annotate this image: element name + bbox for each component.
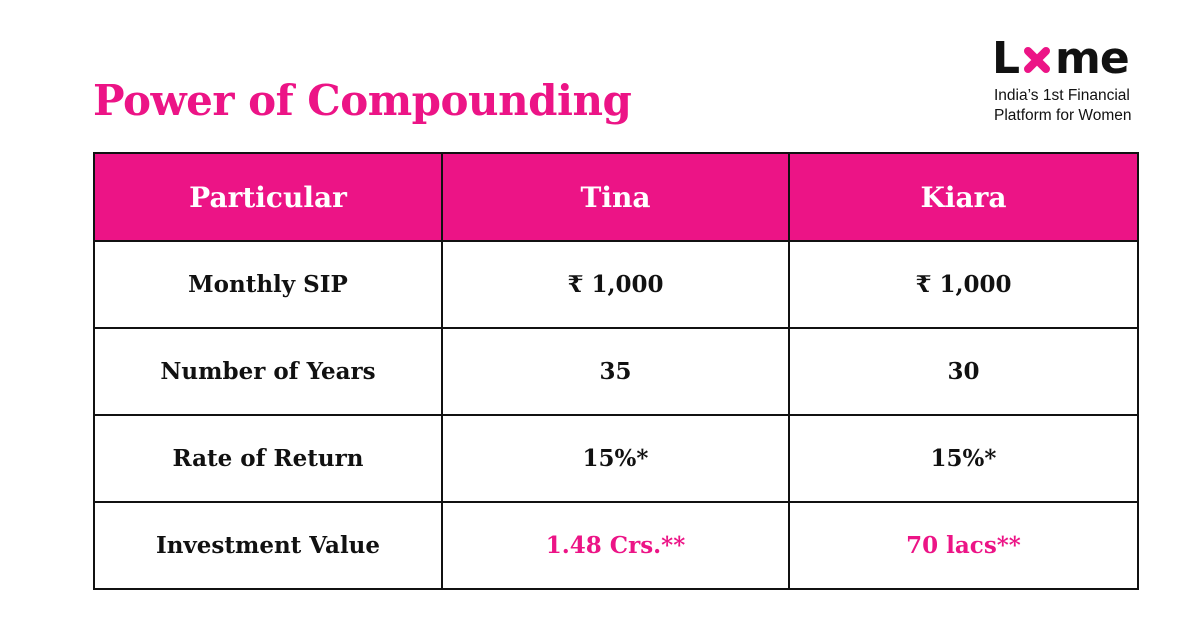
table-row: Investment Value 1.48 Crs.** 70 lacs** (93, 501, 1139, 590)
table-header-row: Particular Tina Kiara (93, 152, 1139, 242)
lxme-logo: L me (992, 28, 1130, 88)
brand-block: L me India’s 1st Financial Platform for … (980, 28, 1180, 128)
row-label-rate-of-return: Rate of Return (93, 414, 443, 503)
tina-number-of-years: 35 (441, 327, 790, 416)
row-label-number-of-years: Number of Years (93, 327, 443, 416)
x-mark-icon (1022, 45, 1052, 75)
table-row: Monthly SIP ₹ 1,000 ₹ 1,000 (93, 240, 1139, 329)
logo-letters-me: me (1055, 32, 1130, 84)
kiara-monthly-sip: ₹ 1,000 (788, 240, 1139, 329)
kiara-investment-value: 70 lacs** (788, 501, 1139, 590)
tagline-line-2: Platform for Women (994, 107, 1132, 124)
header-particular: Particular (93, 152, 443, 242)
header-tina: Tina (441, 152, 790, 242)
kiara-rate-of-return: 15%* (788, 414, 1139, 503)
tagline-line-1: India’s 1st Financial (994, 87, 1130, 104)
logo-letter-l: L (992, 32, 1020, 84)
tina-monthly-sip: ₹ 1,000 (441, 240, 790, 329)
tina-investment-value: 1.48 Crs.** (441, 501, 790, 590)
header-kiara: Kiara (788, 152, 1139, 242)
row-label-monthly-sip: Monthly SIP (93, 240, 443, 329)
brand-tagline: India’s 1st Financial Platform for Women (994, 86, 1132, 126)
comparison-table: Particular Tina Kiara Monthly SIP ₹ 1,00… (93, 152, 1139, 590)
page-title: Power of Compounding (93, 76, 632, 125)
kiara-number-of-years: 30 (788, 327, 1139, 416)
table-row: Number of Years 35 30 (93, 327, 1139, 416)
row-label-investment-value: Investment Value (93, 501, 443, 590)
tina-rate-of-return: 15%* (441, 414, 790, 503)
table-row: Rate of Return 15%* 15%* (93, 414, 1139, 503)
